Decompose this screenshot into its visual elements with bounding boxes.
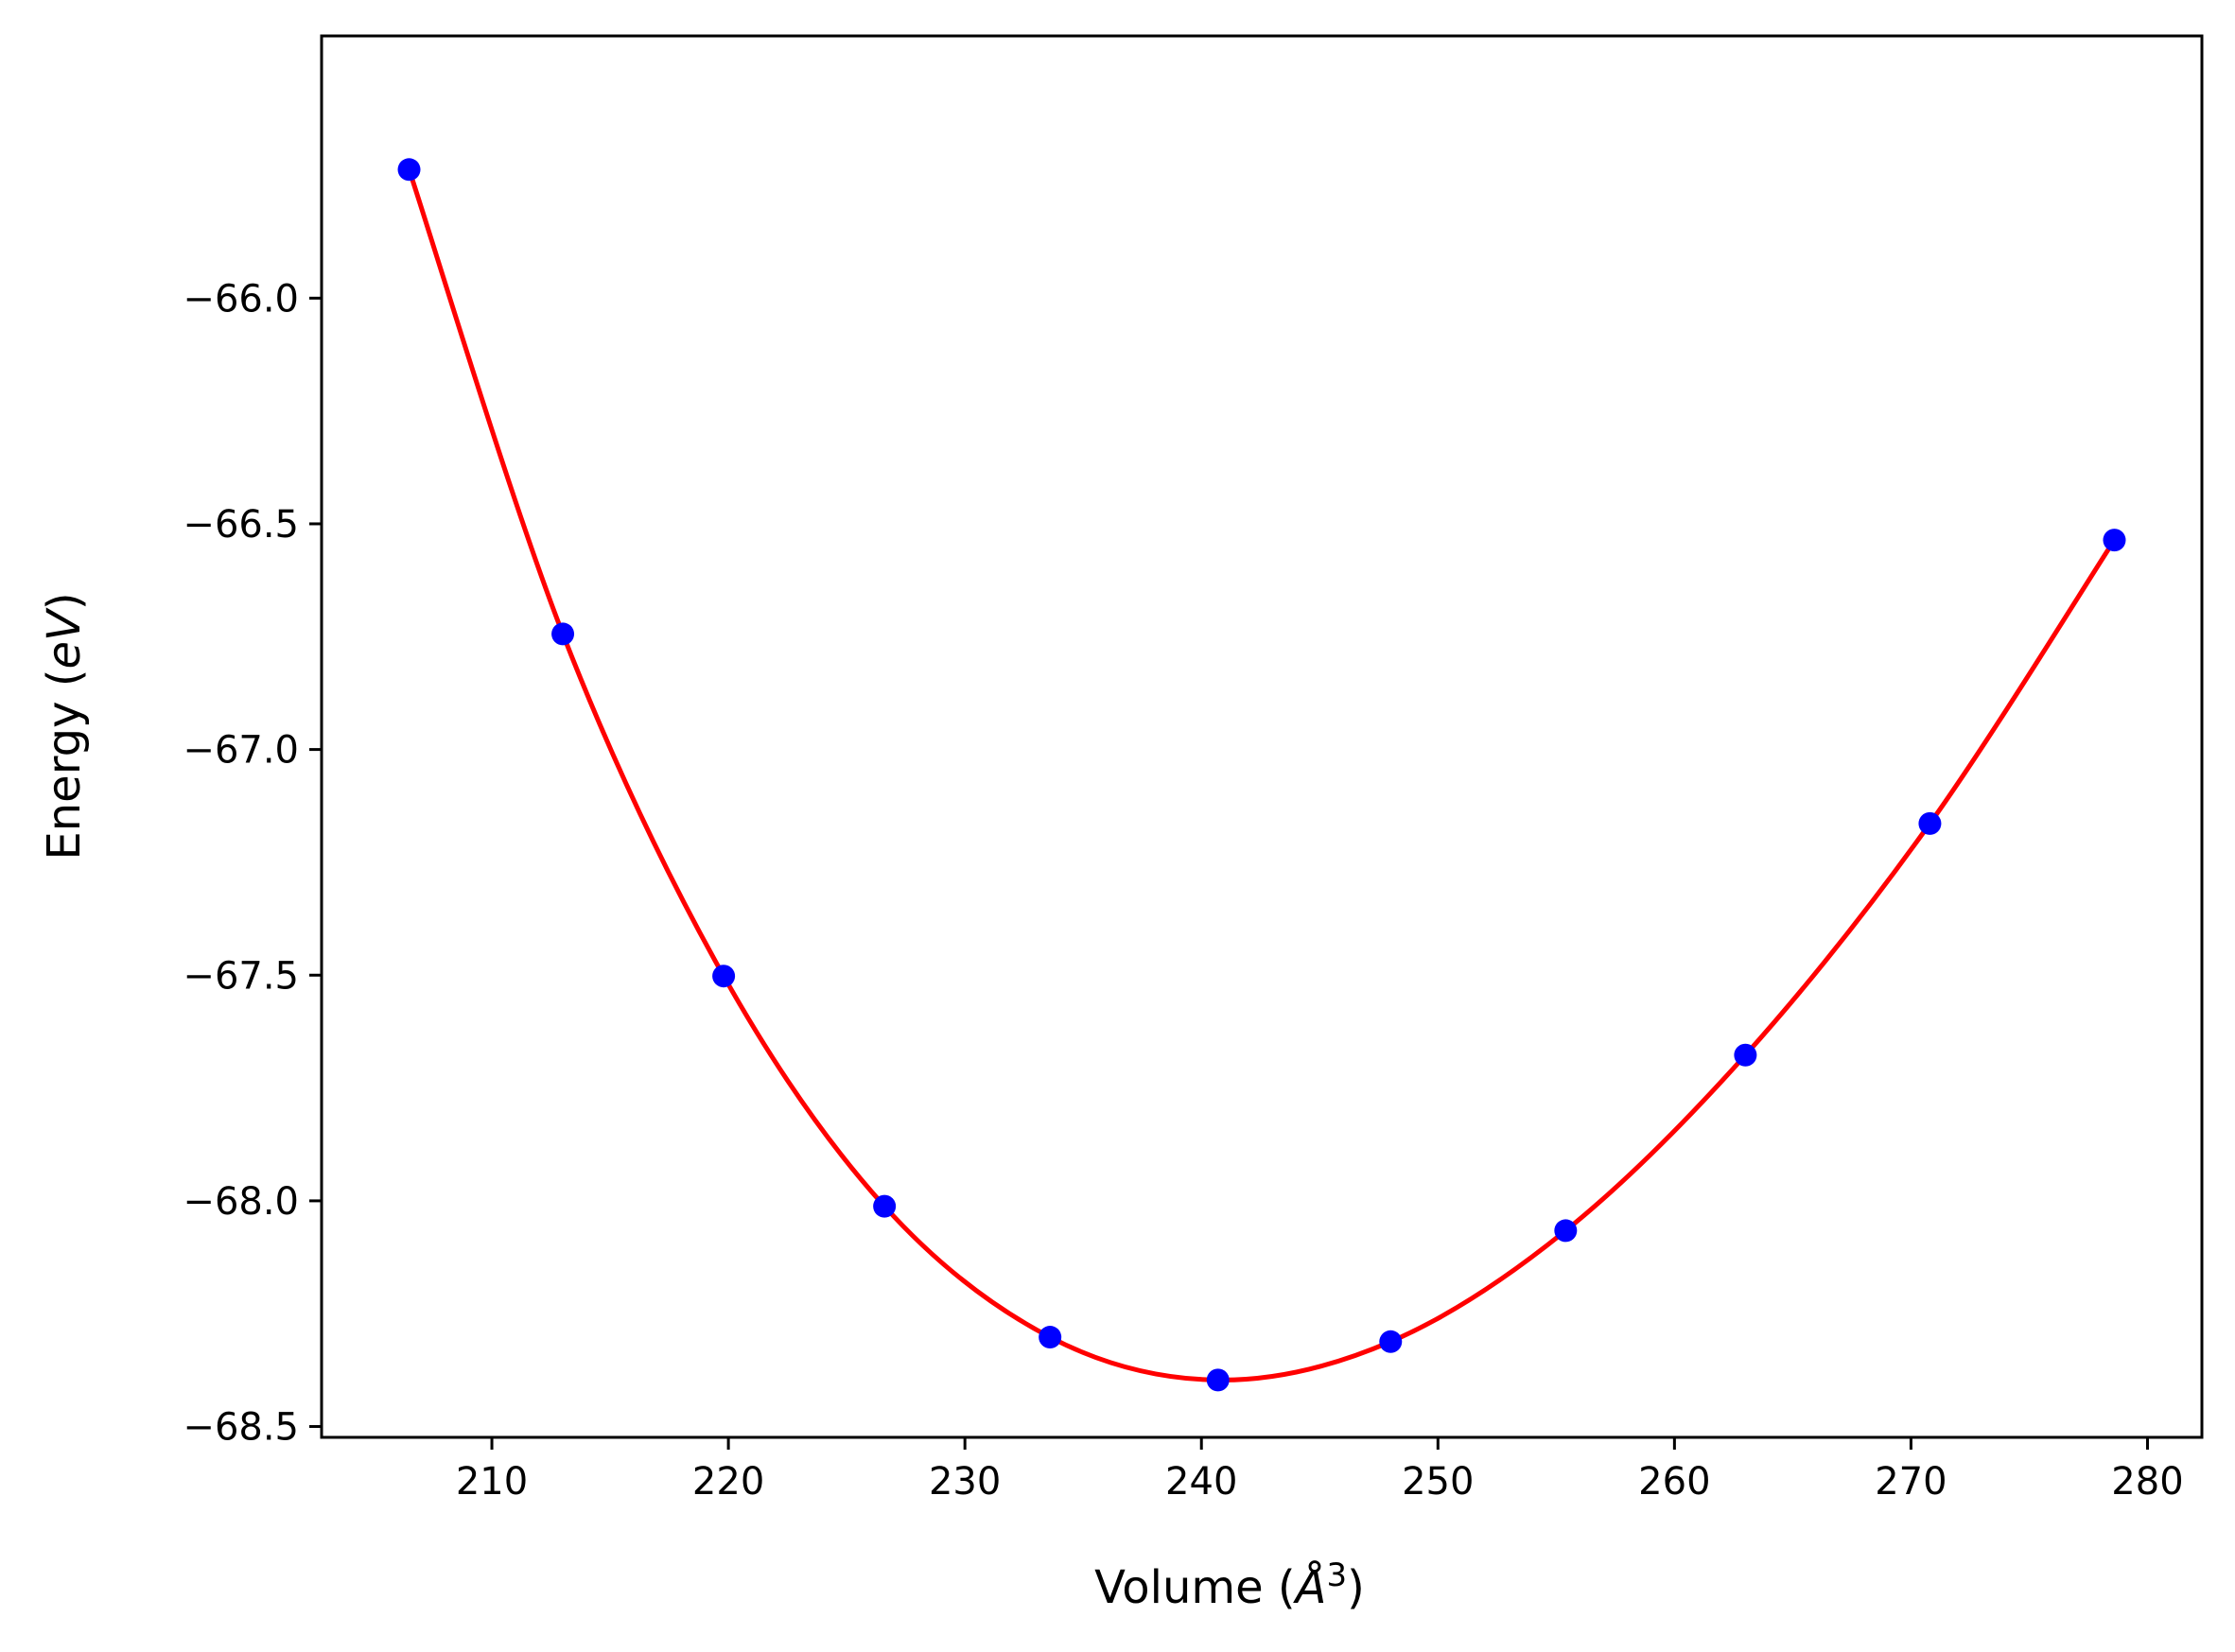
- plot-area: [320, 34, 2204, 1439]
- y-tick-label: −67.5: [183, 954, 299, 998]
- x-tick-label: 270: [1875, 1460, 1947, 1504]
- data-point: [1039, 1326, 1062, 1349]
- data-point: [1918, 811, 1942, 835]
- x-tick-label: 240: [1165, 1460, 1237, 1504]
- x-axis-label-prefix: Volume (: [1094, 1561, 1296, 1614]
- data-point: [1206, 1368, 1230, 1392]
- y-axis: −66.0 −66.5 −67.0 −67.5 −68.0 −68.5: [183, 277, 322, 1450]
- axes-frame: [320, 34, 2204, 1439]
- y-tick-label: −68.5: [183, 1406, 299, 1450]
- x-tick-label: 280: [2111, 1460, 2183, 1504]
- x-axis-label-unit: Å: [1293, 1560, 1327, 1614]
- y-axis-label: Energy (eV): [38, 592, 91, 860]
- x-tick-label: 250: [1402, 1460, 1474, 1504]
- data-point: [873, 1194, 897, 1218]
- x-tick-label: 220: [692, 1460, 764, 1504]
- x-axis-label-suffix: ): [1347, 1561, 1365, 1614]
- x-axis: 210 220 230 240 250 260 270 280: [456, 1437, 2184, 1504]
- y-axis-label-prefix: Energy (: [38, 669, 91, 861]
- data-point: [397, 158, 421, 182]
- y-tick-label: −68.0: [183, 1180, 299, 1224]
- data-point: [551, 622, 575, 646]
- x-tick-label: 260: [1638, 1460, 1710, 1504]
- data-point: [1379, 1330, 1403, 1353]
- x-tick-label: 230: [929, 1460, 1001, 1504]
- data-point: [2103, 529, 2126, 552]
- y-tick-label: −66.0: [183, 277, 299, 321]
- data-point: [1734, 1043, 1757, 1067]
- x-axis-label-power: 3: [1326, 1556, 1347, 1594]
- fit-curve: [407, 168, 2117, 1382]
- data-point: [712, 965, 736, 988]
- x-tick-label: 210: [456, 1460, 528, 1504]
- y-axis-label-unit: eV: [38, 607, 91, 669]
- y-tick-label: −66.5: [183, 503, 299, 547]
- x-axis-label: Volume (Å3): [1094, 1556, 1365, 1614]
- y-axis-label-suffix: ): [38, 592, 91, 610]
- y-tick-label: −67.0: [183, 729, 299, 773]
- data-point: [1554, 1219, 1578, 1243]
